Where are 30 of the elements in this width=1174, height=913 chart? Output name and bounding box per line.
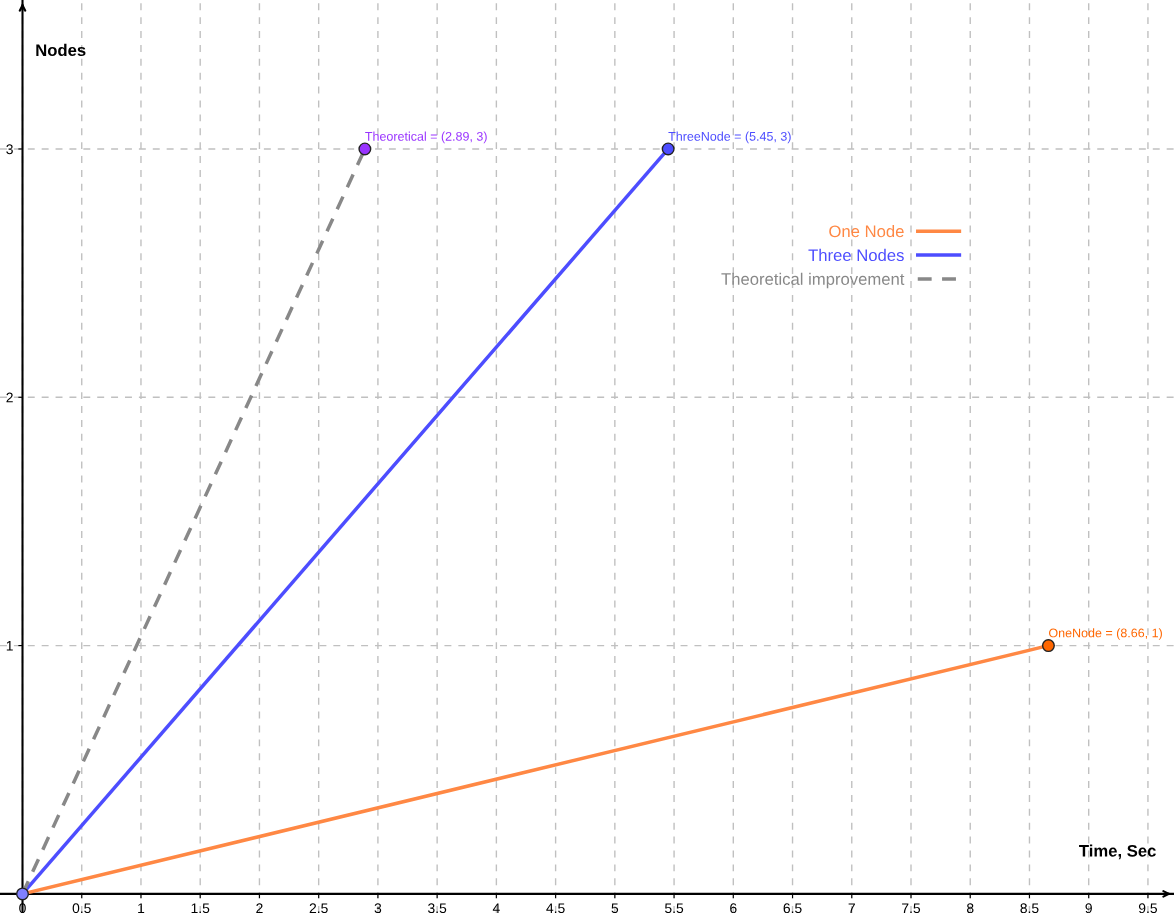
x-tick-label: 9 xyxy=(1085,903,1092,913)
x-tick-label: 5 xyxy=(611,903,619,913)
x-tick-label: 2.5 xyxy=(309,903,328,913)
x-tick-label: 6 xyxy=(730,903,737,913)
x-tick-label: 0.5 xyxy=(72,903,91,913)
x-tick-label: 1 xyxy=(138,903,145,913)
y-tick-label: 3 xyxy=(6,144,13,155)
x-tick-label: 1.5 xyxy=(191,903,210,913)
x-tick-label: 7.5 xyxy=(902,903,921,913)
legend-label: Theoretical improvement xyxy=(721,272,905,289)
annotation: OneNode = (8.66, 1) xyxy=(1049,628,1162,640)
x-tick-label: 6.5 xyxy=(783,903,802,913)
x-tick-label: 2 xyxy=(256,903,263,913)
annotation: ThreeNode = (5.45, 3) xyxy=(668,131,791,144)
x-tick-label: 8.5 xyxy=(1020,903,1039,913)
x-tick-label: 5.5 xyxy=(664,903,684,913)
x-tick-label: 3 xyxy=(374,903,382,913)
annotation: Theoretical = (2.89, 3) xyxy=(365,131,487,144)
y-tick-label: 1 xyxy=(6,641,13,651)
y-tick-label: 2 xyxy=(6,392,13,403)
x-tick-label: 3.5 xyxy=(428,903,447,913)
y-axis-title: Nodes xyxy=(36,43,86,57)
x-tick-label: 4.5 xyxy=(546,903,565,913)
x-axis-title: Time, Sec xyxy=(1079,844,1156,860)
x-tick-label: 7 xyxy=(848,903,855,913)
x-tick-label: 4 xyxy=(492,903,500,913)
x-tick-label: 9.5 xyxy=(1138,903,1158,913)
legend-label: Three Nodes xyxy=(808,248,904,262)
x-tick-label: 8 xyxy=(966,903,974,913)
legend-label: One Node xyxy=(829,224,904,238)
